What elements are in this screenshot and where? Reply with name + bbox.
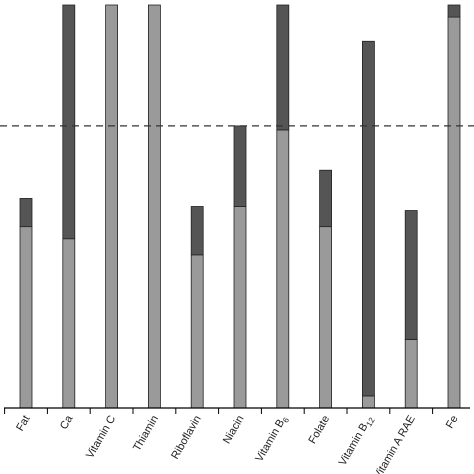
bar-upper-folate — [319, 169, 333, 228]
bar-upper-vitamin-b6 — [276, 4, 290, 131]
x-tick-label-niacin: Niacin — [221, 414, 247, 446]
bar-upper-vitamin-a-rae — [404, 210, 418, 340]
bar-lower-fe — [447, 16, 461, 409]
bar-lower-folate — [319, 226, 333, 409]
x-tick-label-fe: Fe — [444, 414, 461, 431]
bar-upper-vitamin-b12 — [361, 40, 375, 397]
x-axis — [4, 407, 470, 414]
bar-lower-niacin — [233, 206, 247, 409]
x-tick-label-vitamin-a-rae: Vitamin A RAE — [372, 414, 418, 474]
x-tick-labels: Fat Ca Vitamin C Thiamin Riboflavin Niacin Vit… — [14, 413, 460, 474]
bar-lower-vitamin-a-rae — [404, 339, 418, 409]
x-tick-label-riboflavin: Riboflavin — [169, 414, 204, 462]
bars-layer — [19, 4, 461, 409]
x-tick-label-vitamin-b12: Vitamin B12 — [337, 413, 377, 469]
bar-lower-riboflavin — [190, 254, 204, 409]
x-tick-label-vitamin-b6: Vitamin B6 — [253, 413, 291, 465]
x-tick-label-thiamin: Thiamin — [131, 414, 161, 454]
bar-lower-vitamin-c — [105, 4, 118, 409]
bar-lower-vitamin-b6 — [276, 129, 290, 409]
bar-lower-ca — [62, 238, 76, 409]
bar-lower-vitamin-b12 — [361, 395, 375, 409]
x-tick-label-ca: Ca — [58, 413, 76, 432]
bar-upper-fe — [447, 4, 461, 18]
bar-upper-riboflavin — [190, 206, 204, 256]
x-tick-label-folate: Folate — [307, 414, 333, 446]
x-tick-label-fat: Fat — [14, 414, 32, 434]
bar-upper-ca — [62, 4, 76, 240]
bar-upper-fat — [19, 198, 33, 228]
bar-lower-thiamin — [147, 4, 161, 409]
x-tick-label-vitamin-c: Vitamin C — [84, 413, 118, 460]
bar-lower-fat — [19, 226, 33, 409]
bar-upper-niacin — [233, 125, 247, 207]
